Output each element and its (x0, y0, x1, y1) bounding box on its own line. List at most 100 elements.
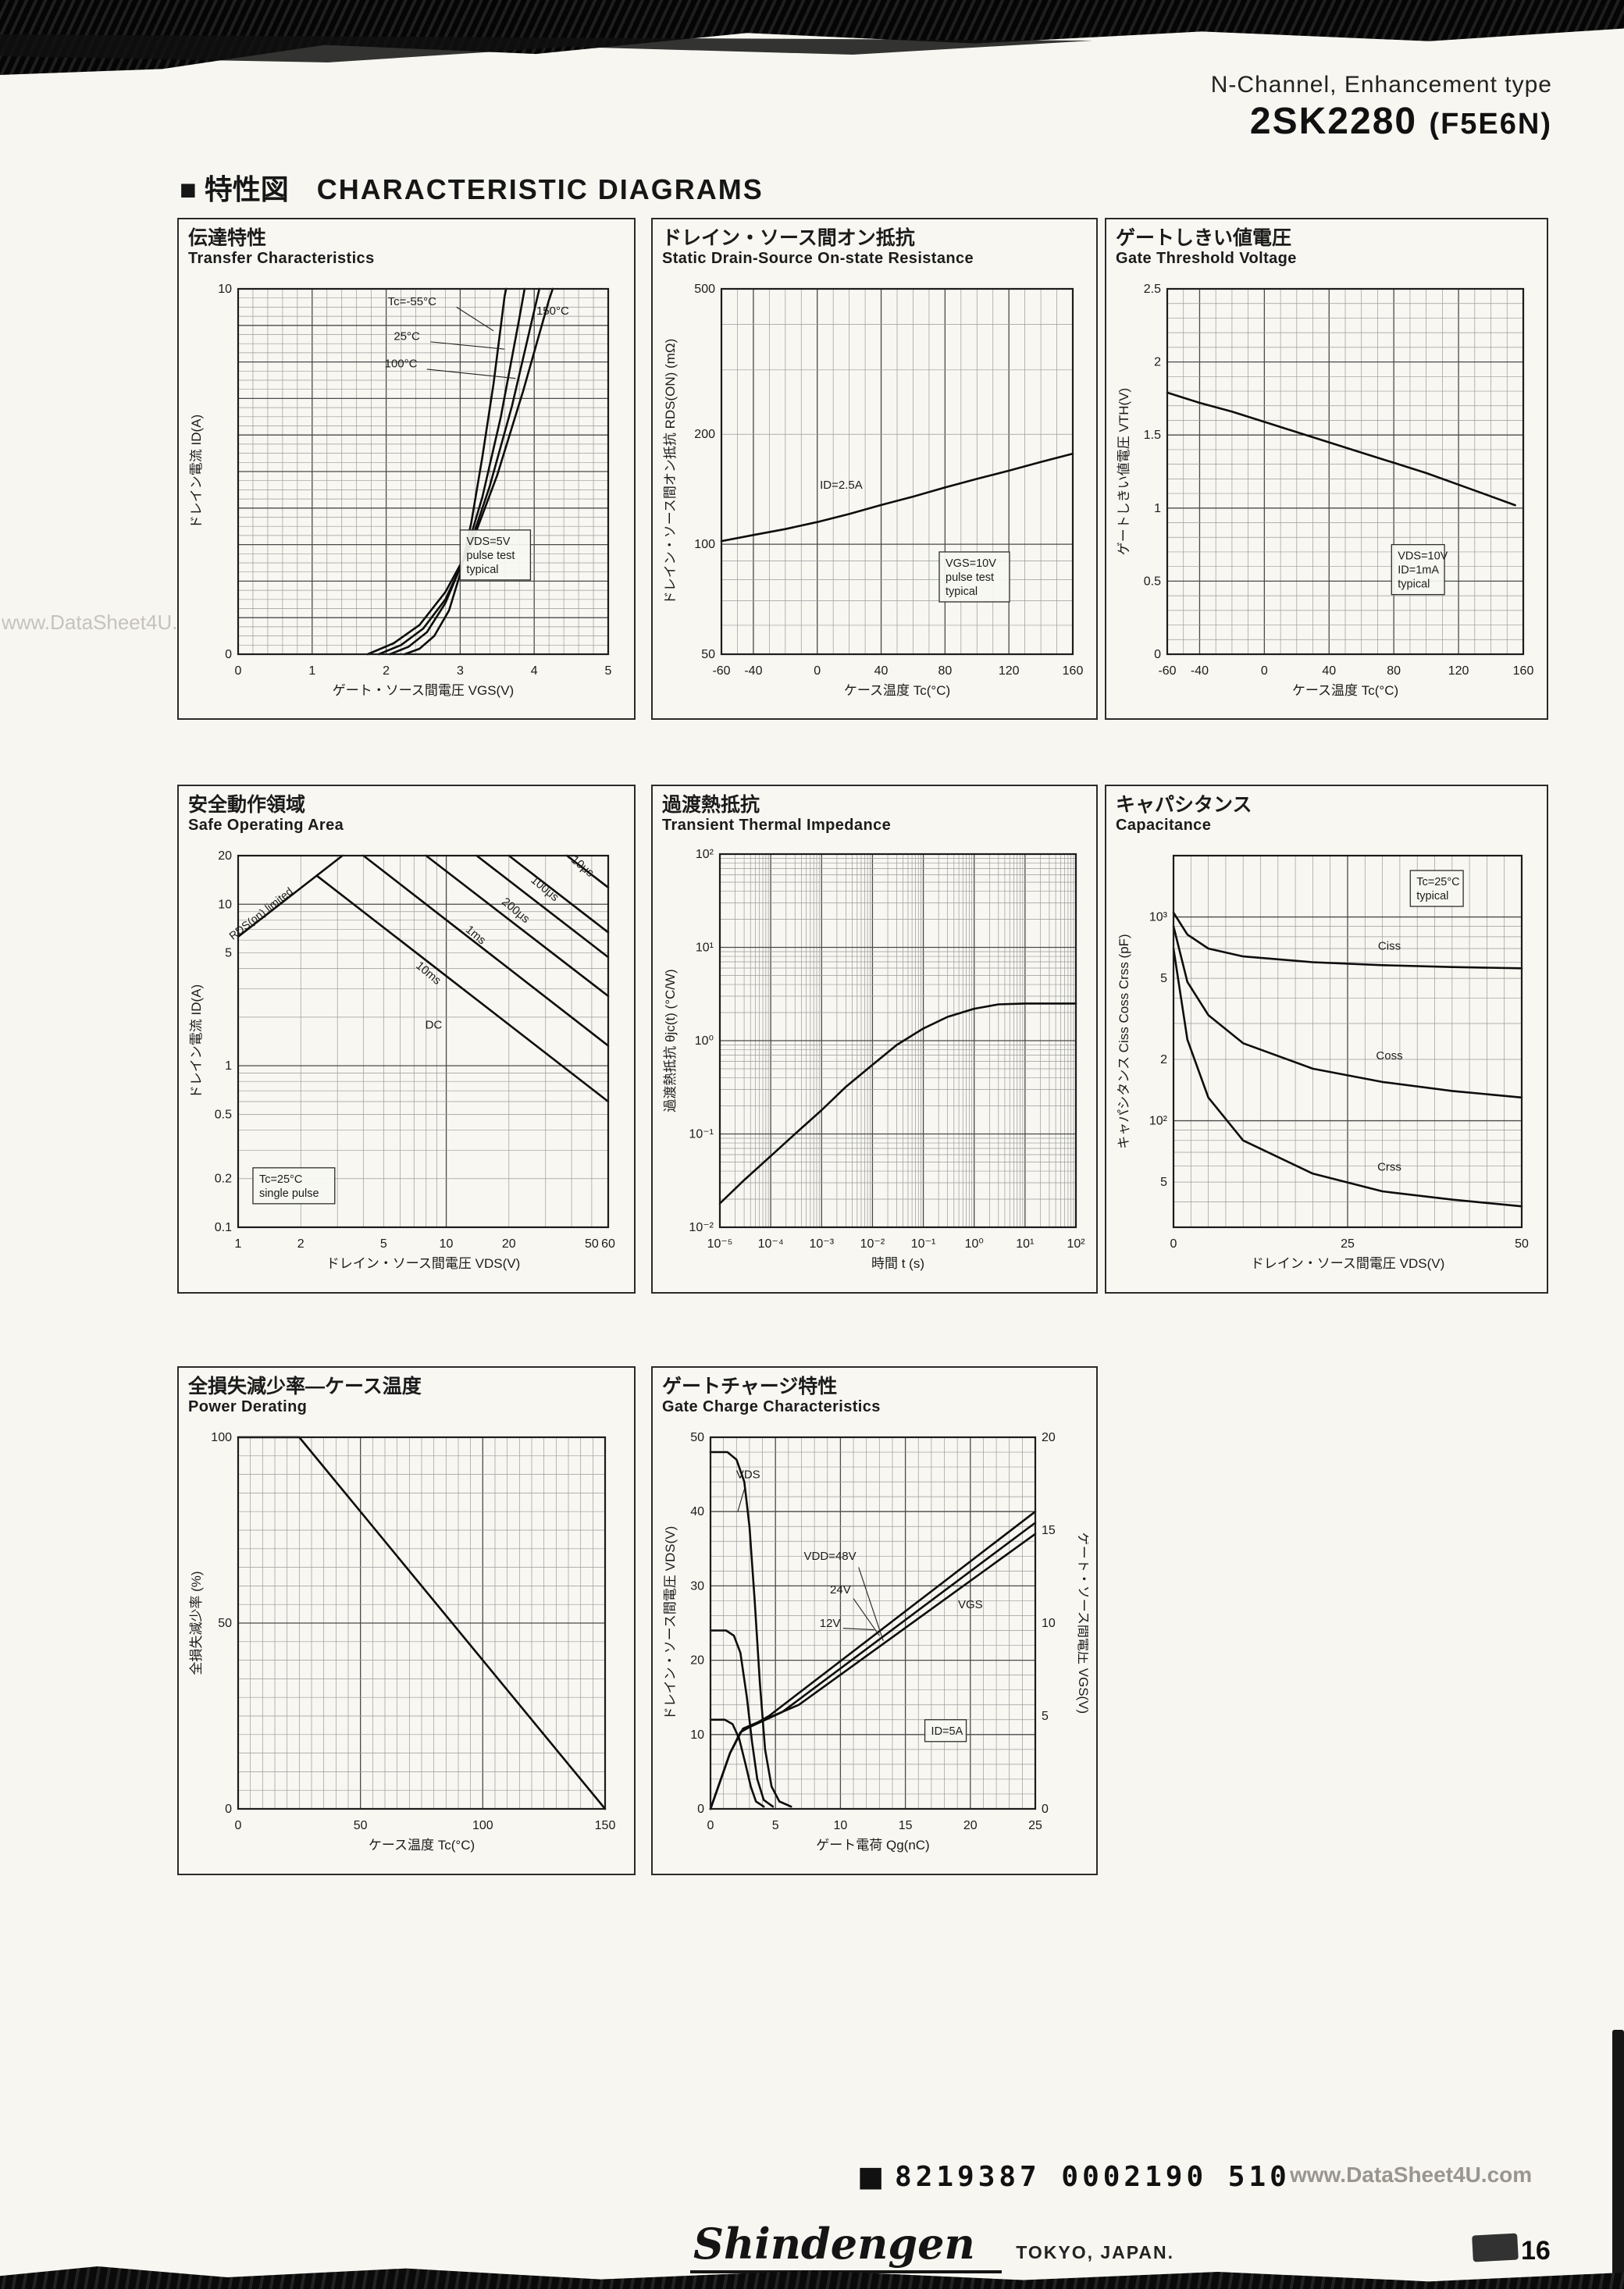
brand-location: TOKYO, JAPAN. (1016, 2242, 1175, 2262)
svg-text:1: 1 (1154, 502, 1161, 515)
part-number: 2SK2280 (1249, 101, 1418, 142)
svg-text:160: 160 (1513, 664, 1534, 678)
svg-text:20: 20 (1042, 1431, 1056, 1444)
thermal-impedance-chart: 10⁻⁵ 10⁻⁴ 10⁻³ 10⁻² 10⁻¹ 10⁰ 10¹ 10² 10² 10¹ 10⁰ 10… (663, 848, 1085, 1271)
safe-operating-area-chart: RDS(on) limited10μs100μs200μs1ms10msDCTc… (189, 849, 615, 1271)
svg-text:0: 0 (814, 664, 821, 678)
svg-text:pulse test: pulse test (466, 550, 515, 562)
svg-text:Crss: Crss (1377, 1160, 1401, 1173)
footer-barcode-line: ■ 8219387 0002190 510 (857, 2161, 1291, 2193)
svg-text:10: 10 (440, 1237, 454, 1251)
part-number-line: 2SK2280 (F5E6N) (1211, 100, 1552, 143)
svg-text:-40: -40 (744, 664, 762, 678)
svg-text:500: 500 (694, 283, 715, 296)
chart-title-jp: 安全動作領域 (188, 794, 306, 816)
svg-text:typical: typical (946, 586, 978, 598)
svg-text:pulse test: pulse test (946, 571, 994, 584)
svg-text:5: 5 (605, 664, 612, 678)
svg-text:0: 0 (707, 1819, 714, 1832)
svg-text:10: 10 (834, 1819, 848, 1832)
svg-text:10: 10 (218, 898, 232, 911)
svg-text:VDS=5V: VDS=5V (466, 536, 510, 548)
svg-text:DC: DC (426, 1018, 443, 1031)
svg-text:ドレイン・ソース間電圧 VDS(V): ドレイン・ソース間電圧 VDS(V) (1251, 1256, 1445, 1271)
svg-text:1: 1 (308, 664, 315, 678)
device-type-line: N-Channel, Enhancement type (1210, 72, 1552, 98)
svg-text:ゲート・ソース間電圧 VGS(V): ゲート・ソース間電圧 VGS(V) (333, 683, 514, 698)
svg-text:5: 5 (380, 1237, 387, 1251)
chart-panel-thermal: 過渡熱抵抗 Transient Thermal Impedance 10⁻⁵ 10… (651, 785, 1098, 1294)
svg-text:typical: typical (1398, 578, 1430, 590)
svg-text:50: 50 (1515, 1237, 1529, 1251)
svg-text:100: 100 (472, 1819, 493, 1832)
svg-text:10¹: 10¹ (696, 941, 714, 954)
svg-text:Ciss: Ciss (1378, 939, 1401, 952)
svg-text:80: 80 (938, 664, 952, 678)
svg-text:200: 200 (694, 428, 715, 441)
svg-text:typical: typical (466, 564, 498, 576)
svg-text:0.5: 0.5 (1144, 575, 1161, 588)
svg-text:過渡熱抵抗 θjc(t) (°C/W): 過渡熱抵抗 θjc(t) (°C/W) (663, 969, 678, 1112)
svg-text:10⁻¹: 10⁻¹ (689, 1127, 714, 1141)
svg-text:50: 50 (701, 648, 715, 661)
svg-text:160: 160 (1063, 664, 1084, 678)
svg-text:40: 40 (690, 1505, 704, 1518)
svg-text:24V: 24V (830, 1583, 851, 1597)
svg-text:-60: -60 (712, 664, 730, 678)
svg-text:2: 2 (1160, 1053, 1167, 1066)
svg-text:2: 2 (1154, 355, 1161, 368)
svg-text:5: 5 (1042, 1710, 1049, 1723)
svg-text:100: 100 (694, 538, 715, 551)
svg-text:25: 25 (1341, 1237, 1355, 1251)
svg-text:20: 20 (502, 1237, 516, 1251)
svg-text:50: 50 (585, 1237, 599, 1251)
svg-text:15: 15 (1042, 1524, 1056, 1537)
svg-text:100°C: 100°C (385, 357, 418, 370)
part-suffix: (F5E6N) (1429, 108, 1552, 141)
svg-text:12V: 12V (820, 1617, 841, 1630)
barcode-digits: 8219387 0002190 510 (895, 2161, 1291, 2193)
svg-text:10²: 10² (1067, 1237, 1085, 1251)
svg-text:5: 5 (772, 1819, 779, 1832)
svg-text:10⁻²: 10⁻² (689, 1221, 714, 1234)
svg-text:10²: 10² (696, 848, 714, 861)
chart-title-en: Transient Thermal Impedance (662, 816, 892, 834)
svg-text:ID=2.5A: ID=2.5A (820, 479, 863, 492)
svg-text:30: 30 (690, 1579, 704, 1593)
svg-text:single pulse: single pulse (259, 1187, 319, 1200)
svg-text:VDS: VDS (736, 1468, 760, 1481)
transfer-characteristics-chart: Tc=-55°C 150°C 25°C 100°C VDS=5V pulse test ty… (189, 283, 612, 698)
svg-text:10⁰: 10⁰ (695, 1034, 714, 1048)
chart-panel-transfer: 伝達特性 Transfer Characteristics Tc=-55°C 15… (177, 218, 636, 720)
svg-text:-60: -60 (1158, 664, 1176, 678)
svg-text:150°C: 150°C (536, 304, 569, 318)
svg-text:0: 0 (235, 664, 242, 678)
chart-title-en: Gate Threshold Voltage (1116, 249, 1297, 267)
svg-text:VDD=48V: VDD=48V (804, 1550, 857, 1563)
brand-line: Shindengen TOKYO, JAPAN. (690, 2219, 1175, 2273)
section-title: ■ 特性図 CHARACTERISTIC DIAGRAMS (180, 167, 764, 208)
svg-text:ケース温度 Tc(°C): ケース温度 Tc(°C) (1292, 683, 1398, 698)
svg-text:80: 80 (1387, 664, 1401, 678)
svg-text:120: 120 (1448, 664, 1469, 678)
svg-text:0: 0 (235, 1819, 242, 1832)
chart-panel-soa: 安全動作領域 Safe Operating Area RDS(on) limit… (177, 785, 636, 1294)
svg-text:0: 0 (225, 1803, 232, 1816)
svg-text:2: 2 (297, 1237, 304, 1251)
svg-text:150: 150 (595, 1819, 616, 1832)
svg-text:ケース温度 Tc(°C): ケース温度 Tc(°C) (369, 1838, 475, 1853)
svg-text:VDS=10V: VDS=10V (1398, 550, 1448, 562)
svg-text:ID=1mA: ID=1mA (1398, 564, 1439, 576)
svg-text:1ms: 1ms (463, 923, 489, 947)
svg-text:20: 20 (218, 849, 232, 863)
svg-text:全損失減少率 (%): 全損失減少率 (%) (189, 1571, 204, 1675)
svg-text:-40: -40 (1191, 664, 1209, 678)
svg-text:10⁻¹: 10⁻¹ (911, 1237, 936, 1251)
svg-text:10⁰: 10⁰ (965, 1237, 984, 1251)
chart-title-jp: ゲートしきい値電圧 (1116, 227, 1292, 249)
svg-text:15: 15 (899, 1819, 913, 1832)
svg-text:1: 1 (225, 1059, 232, 1073)
svg-text:10⁻³: 10⁻³ (809, 1237, 834, 1251)
